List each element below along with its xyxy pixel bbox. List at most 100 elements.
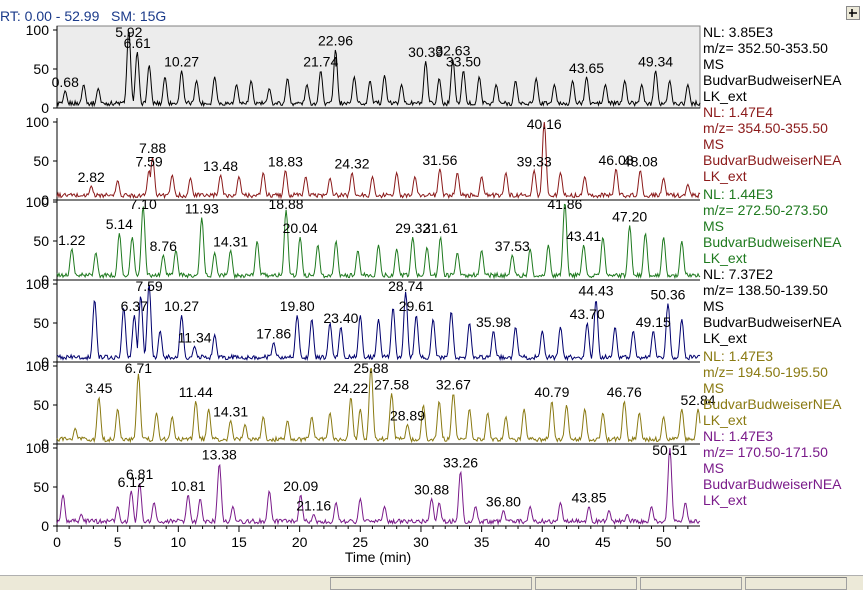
x-tick-label: 20 [292,534,308,550]
trace-info-line: BudvarBudweiserNEA [703,476,842,492]
trace-line [56,121,701,200]
trace-info-line: NL: 7.37E2 [703,266,774,282]
status-cell [330,577,532,590]
peak-label: 28.74 [388,278,423,294]
peak-label: 36.80 [486,493,521,509]
y-tick-label: 0 [41,436,49,452]
peak-label: 10.27 [164,298,199,314]
y-tick-label: 0 [41,272,49,288]
peak-label: 23.40 [323,310,358,326]
x-tick-label: 35 [474,534,490,550]
trace-info-line: LK_ext [703,88,747,104]
peak-label: 24.22 [333,380,368,396]
sm-value: 15G [139,8,167,24]
peak-label: 3.45 [85,380,112,396]
peak-label: 44.43 [579,283,614,299]
peak-label: 50.36 [650,287,685,303]
peak-label: 25.88 [353,360,388,376]
peak-label: 10.27 [164,54,199,70]
peak-label: 27.58 [374,376,409,392]
peak-label: 43.85 [571,490,606,506]
status-cell [745,577,847,590]
rt-label: RT: [0,8,21,24]
y-tick-label: 100 [26,276,50,292]
trace-info-line: MS [703,380,724,396]
x-tick-label: 0 [53,534,61,550]
trace-info-line: m/z= 194.50-195.50 [703,364,828,380]
peak-label: 39.33 [517,153,552,169]
trace-info-line: MS [703,218,724,234]
trace-info-line: m/z= 352.50-353.50 [703,40,828,56]
x-tick-label: 30 [413,534,429,550]
trace-line [56,203,701,280]
trace-info-line: NL: 1.47E3 [703,348,774,364]
peak-label: 31.61 [423,220,458,236]
y-tick-label: 100 [26,22,50,38]
chromatogram-header: RT: 0.00 - 52.99 SM: 15G [0,0,863,26]
peak-label: 40.79 [534,384,569,400]
peak-label: 49.34 [638,54,673,70]
peak-label: 8.76 [150,238,177,254]
trace-info-line: LK_ext [703,168,747,184]
peak-label: 43.70 [570,306,605,322]
x-tick-label: 15 [231,534,247,550]
peak-label: 10.81 [171,478,206,494]
peak-label: 32.67 [436,376,471,392]
trace-info-line: BudvarBudweiserNEA [703,396,842,412]
y-tick-label: 50 [33,153,49,169]
peak-label: 5.14 [106,216,133,232]
trace-info-line: NL: 1.47E3 [703,428,774,444]
x-axis-label: Time (min) [345,549,411,565]
x-tick-label: 45 [595,534,611,550]
trace-info-line: m/z= 170.50-171.50 [703,444,828,460]
peak-label: 11.34 [178,329,212,345]
trace-info-line: LK_ext [703,412,747,428]
panel-frame [56,25,701,109]
rt-range: 0.00 - 52.99 [24,8,100,24]
trace-info-line: m/z= 272.50-273.50 [703,202,828,218]
status-cell [640,577,742,590]
peak-label: 2.82 [78,169,105,185]
peak-label: 20.09 [283,478,318,494]
peak-label: 17.86 [256,326,291,342]
trace-info-line: MS [703,56,724,72]
peak-label: 29.32 [395,220,430,236]
peak-label: 19.80 [280,298,315,314]
peak-label: 35.98 [476,314,511,330]
peak-label: 21.74 [303,54,338,70]
y-tick-label: 100 [26,440,50,456]
trace-info-line: LK_ext [703,250,747,266]
y-tick-label: 50 [33,315,49,331]
x-tick-label: 10 [171,534,187,550]
status-bar [0,575,863,590]
peak-label: 46.08 [599,152,634,168]
trace-line [56,448,701,526]
peak-label: 29.61 [399,298,434,314]
trace-info-line: NL: 1.47E4 [703,104,774,120]
peak-label: 43.65 [569,60,604,76]
x-tick-label: 50 [656,534,672,550]
trace-info-line: LK_ext [703,330,747,346]
peak-label: 30.39 [408,44,443,60]
trace-line [56,367,701,444]
pin-icon[interactable] [846,6,860,20]
y-tick-label: 100 [26,358,50,374]
peak-label: 46.76 [607,384,642,400]
peak-label: 7.10 [130,196,157,212]
sm-label: SM: [111,8,136,24]
peak-label: 13.48 [203,158,238,174]
trace-info-line: NL: 3.85E3 [703,24,774,40]
peak-label: 43.41 [566,228,601,244]
peak-label: 18.88 [269,196,304,212]
trace-info-line: MS [703,136,724,152]
peak-label: 48.08 [623,153,658,169]
peak-label: 14.31 [213,404,248,420]
peak-label: 7.59 [135,278,162,294]
y-tick-label: 0 [41,518,49,534]
trace-info-line: BudvarBudweiserNEA [703,234,842,250]
y-tick-label: 50 [33,233,49,249]
peak-label: 0.68 [52,74,79,90]
peak-label: 6.37 [121,298,148,314]
status-cell [535,577,637,590]
